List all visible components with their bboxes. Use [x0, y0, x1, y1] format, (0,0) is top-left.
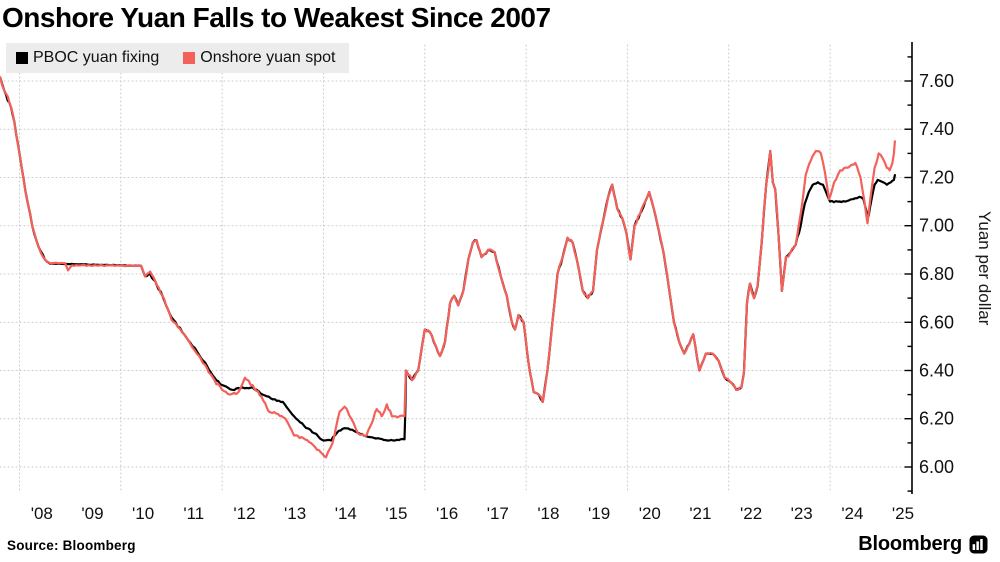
svg-text:7.40: 7.40: [919, 119, 954, 139]
legend-label-fixing: PBOC yuan fixing: [33, 49, 160, 66]
svg-text:'21: '21: [689, 504, 711, 523]
svg-text:'22: '22: [740, 504, 762, 523]
svg-text:7.00: 7.00: [919, 216, 954, 236]
bloomberg-terminal-icon: [969, 535, 988, 554]
spot-swatch-icon: [183, 52, 196, 64]
y-axis-title: Yuan per dollar: [975, 210, 994, 326]
svg-text:'25: '25: [892, 504, 914, 523]
legend-item-spot: Onshore yuan spot: [183, 49, 335, 67]
svg-text:'19: '19: [588, 504, 610, 523]
svg-text:6.40: 6.40: [919, 361, 954, 381]
svg-text:7.20: 7.20: [919, 168, 954, 188]
svg-text:'14: '14: [335, 504, 357, 523]
fixing-swatch-icon: [16, 52, 28, 64]
legend-item-fixing: PBOC yuan fixing: [16, 49, 159, 67]
svg-text:'23: '23: [791, 504, 813, 523]
source-attribution: Source: Bloomberg: [7, 538, 136, 553]
bloomberg-wordmark: Bloomberg: [858, 533, 962, 555]
svg-text:'18: '18: [537, 504, 559, 523]
svg-text:'09: '09: [81, 504, 103, 523]
legend-label-spot: Onshore yuan spot: [200, 49, 336, 66]
svg-text:'24: '24: [841, 504, 863, 523]
svg-text:'08: '08: [31, 504, 53, 523]
chart-legend: PBOC yuan fixing Onshore yuan spot: [6, 43, 350, 73]
svg-text:'13: '13: [284, 504, 306, 523]
svg-text:'16: '16: [436, 504, 458, 523]
svg-text:6.20: 6.20: [919, 409, 954, 429]
svg-text:'11: '11: [183, 504, 204, 523]
svg-text:'10: '10: [132, 504, 154, 523]
svg-text:6.60: 6.60: [919, 312, 954, 332]
svg-text:6.00: 6.00: [919, 457, 954, 477]
bloomberg-logo: Bloomberg: [858, 533, 988, 556]
svg-text:6.80: 6.80: [919, 264, 954, 284]
svg-text:'17: '17: [487, 504, 509, 523]
svg-text:'15: '15: [385, 504, 407, 523]
chart-title: Onshore Yuan Falls to Weakest Since 2007: [2, 2, 551, 33]
svg-text:'12: '12: [233, 504, 255, 523]
svg-text:7.60: 7.60: [919, 71, 954, 91]
svg-text:'20: '20: [639, 504, 661, 523]
